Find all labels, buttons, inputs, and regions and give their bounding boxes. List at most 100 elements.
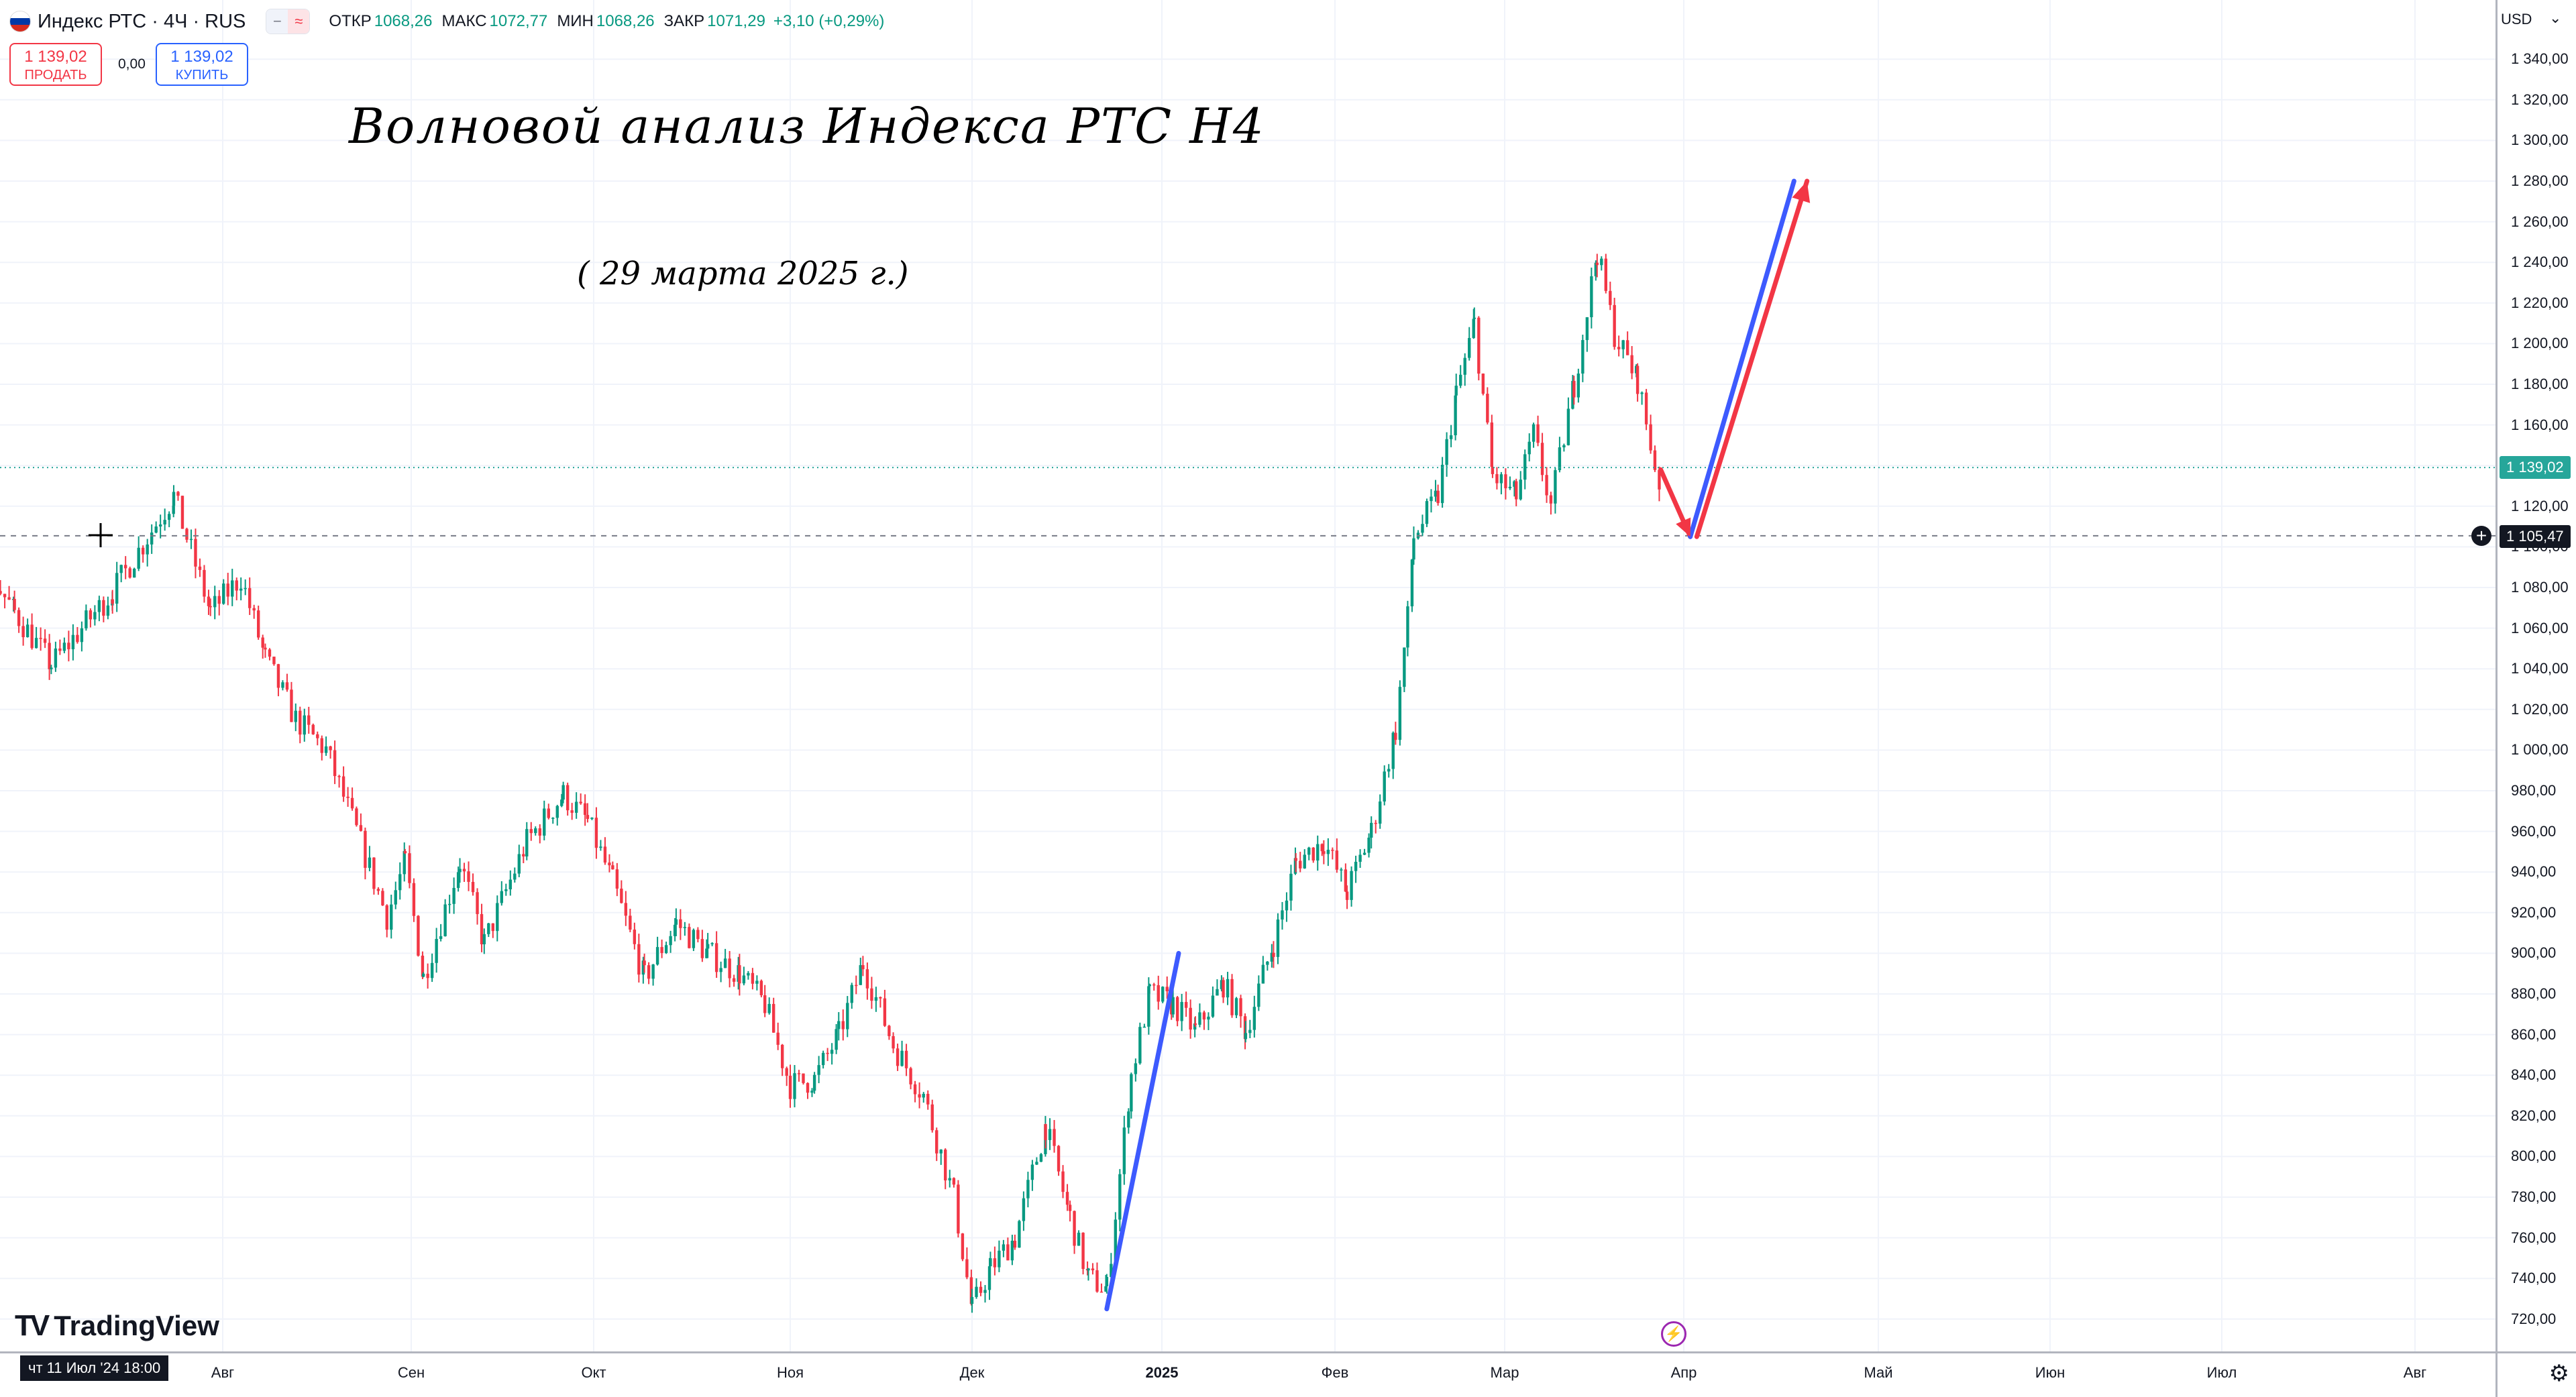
candle-body: [1644, 392, 1648, 425]
candle-body: [879, 997, 882, 999]
price-tick-label: 1 280,00: [2511, 172, 2569, 189]
candle-body: [586, 815, 590, 820]
candle-body: [71, 634, 75, 650]
candle-body: [67, 642, 70, 650]
candle-body: [1545, 475, 1548, 496]
price-tick-label: 940,00: [2511, 863, 2557, 881]
lightning-event-icon[interactable]: ⚡: [1661, 1321, 1686, 1347]
tradingview-logo[interactable]: TV TradingView: [15, 1309, 219, 1343]
buy-button[interactable]: 1 139,02 КУПИТЬ: [156, 43, 248, 86]
price-tick-label: 1 240,00: [2511, 254, 2569, 271]
candle-body: [93, 612, 97, 620]
candle-body: [883, 998, 887, 1026]
candle-body: [1621, 340, 1625, 349]
price-tick-label: 1 320,00: [2511, 91, 2569, 108]
chart-area[interactable]: [0, 0, 2496, 1351]
candle-body: [560, 799, 564, 806]
candle-body: [487, 923, 490, 934]
add-alert-plus-icon[interactable]: +: [2471, 526, 2491, 546]
candle-body: [102, 600, 105, 616]
symbol-title[interactable]: Индекс РТС · 4Ч · RUS: [38, 10, 246, 32]
price-tick-label: 860,00: [2511, 1025, 2557, 1043]
candle-body: [48, 642, 51, 669]
candle-body: [1374, 822, 1377, 824]
candle-body: [1354, 861, 1358, 871]
candle-body: [892, 1036, 895, 1049]
candle-body: [513, 873, 517, 880]
candle-body: [771, 1003, 775, 1033]
settings-gear-icon[interactable]: ⚙: [2548, 1361, 2569, 1386]
candle-body: [1002, 1244, 1006, 1251]
candle-body: [1326, 850, 1330, 854]
candle-body: [231, 580, 234, 597]
currency-selector[interactable]: USD: [2501, 11, 2532, 27]
candle-body: [738, 965, 741, 984]
candle-body: [443, 904, 447, 936]
candlestick-chart[interactable]: [0, 0, 2496, 1351]
candle-body: [1142, 1026, 1146, 1028]
candle-body: [993, 1258, 997, 1268]
candle-body: [1604, 258, 1608, 291]
time-tick-label: Мар: [1490, 1364, 1519, 1381]
candle-body: [1202, 1012, 1206, 1020]
candle-body: [1130, 1074, 1133, 1112]
candle-body: [239, 588, 243, 591]
candle-body: [620, 888, 623, 903]
candle-body: [1370, 822, 1373, 838]
candle-body: [1118, 1174, 1122, 1220]
candle-body: [62, 642, 66, 651]
candle-body: [1289, 873, 1293, 901]
candle-body: [1175, 997, 1179, 1021]
approx-icon[interactable]: ≈: [288, 9, 310, 34]
price-axis[interactable]: 1 340,00 1 320,00 1 300,00 1 280,00 1 260,00…: [2496, 0, 2576, 1351]
candle-body: [1434, 490, 1438, 497]
candle-body: [611, 865, 614, 870]
price-tick-label: 980,00: [2511, 782, 2557, 799]
sell-button[interactable]: 1 139,02 ПРОДАТЬ: [9, 43, 102, 86]
chevron-down-icon[interactable]: ⌄: [2549, 9, 2562, 26]
candle-body: [793, 1073, 796, 1099]
candle-body: [1077, 1233, 1081, 1246]
candle-body: [998, 1250, 1001, 1268]
candle-body: [1122, 1127, 1126, 1174]
annotation-title[interactable]: Волновой анализ Индекса РТС Н4: [349, 98, 1265, 154]
candle-body: [1358, 854, 1362, 862]
candle-body: [412, 883, 416, 916]
candle-body: [34, 638, 38, 649]
candle-body: [217, 596, 221, 604]
candle-body: [1239, 998, 1242, 1017]
annotation-date[interactable]: ( 29 марта 2025 г.): [577, 255, 909, 292]
compare-toggle[interactable]: − ≈: [266, 9, 311, 34]
candle-body: [1523, 454, 1527, 480]
candle-body: [979, 1286, 983, 1293]
candle-body: [655, 947, 659, 965]
candle-body: [311, 724, 315, 734]
candle-body: [1048, 1129, 1052, 1140]
candle-body: [543, 808, 546, 836]
time-axis[interactable]: Авг Сен Окт Ноя Дек 2025 Фев Мар Апр Май Июн Июл Авг: [0, 1351, 2496, 1397]
candle-body: [1540, 443, 1544, 476]
candle-body: [1649, 424, 1652, 451]
candle-body: [1519, 480, 1522, 500]
buy-price: 1 139,02: [170, 48, 233, 66]
minus-icon[interactable]: −: [266, 9, 288, 34]
candle-body: [261, 637, 264, 648]
candle-body: [1449, 435, 1453, 439]
price-tick-label: 960,00: [2511, 822, 2557, 840]
candle-body: [918, 1094, 921, 1098]
candle-body: [1095, 1270, 1099, 1292]
candle-body: [603, 846, 607, 863]
candle-body: [458, 869, 462, 873]
last-price-label: 1 139,02: [2500, 456, 2571, 479]
candle-body: [1222, 980, 1225, 998]
candle-body: [812, 1074, 816, 1091]
time-cursor-label: чт 11 Июл '24 18:00: [20, 1355, 169, 1381]
candle-body: [669, 936, 672, 946]
candle-body: [1099, 1291, 1104, 1293]
candle-body: [1276, 919, 1280, 957]
candle-body: [307, 715, 311, 725]
candle-body: [480, 913, 484, 944]
candle-body: [1554, 470, 1557, 504]
candle-body: [855, 985, 858, 987]
time-tick-label: Дек: [959, 1364, 985, 1381]
